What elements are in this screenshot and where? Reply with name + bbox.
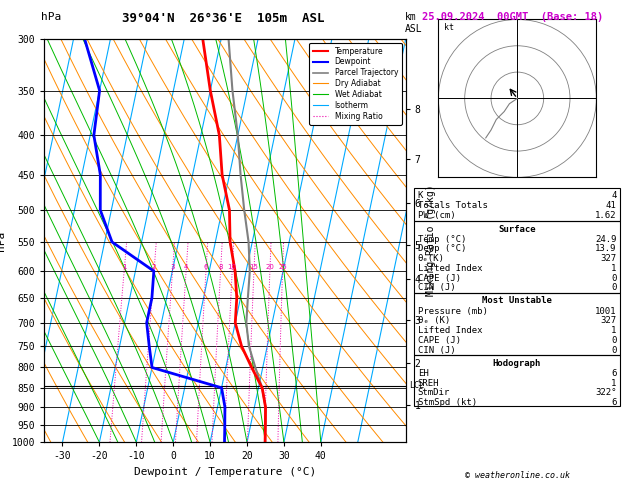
Text: 1: 1 bbox=[122, 264, 126, 270]
Text: Temp (°C): Temp (°C) bbox=[418, 235, 466, 244]
Text: 1: 1 bbox=[611, 379, 616, 388]
Text: 0: 0 bbox=[611, 283, 616, 293]
Legend: Temperature, Dewpoint, Parcel Trajectory, Dry Adiabat, Wet Adiabat, Isotherm, Mi: Temperature, Dewpoint, Parcel Trajectory… bbox=[309, 43, 402, 125]
Text: EH: EH bbox=[418, 369, 428, 378]
Text: 15: 15 bbox=[250, 264, 259, 270]
Text: 3: 3 bbox=[170, 264, 175, 270]
Text: SREH: SREH bbox=[418, 379, 439, 388]
Text: Hodograph: Hodograph bbox=[493, 359, 541, 368]
Text: 20: 20 bbox=[265, 264, 274, 270]
Text: StmSpd (kt): StmSpd (kt) bbox=[418, 398, 477, 407]
Text: 39°04'N  26°36'E  105m  ASL: 39°04'N 26°36'E 105m ASL bbox=[122, 12, 325, 25]
Text: Surface: Surface bbox=[498, 225, 536, 234]
Text: θₑ(K): θₑ(K) bbox=[418, 254, 445, 263]
Text: 8: 8 bbox=[218, 264, 223, 270]
Y-axis label: hPa: hPa bbox=[0, 230, 6, 251]
Text: © weatheronline.co.uk: © weatheronline.co.uk bbox=[465, 471, 569, 480]
Text: CAPE (J): CAPE (J) bbox=[418, 274, 460, 283]
Text: 4: 4 bbox=[184, 264, 188, 270]
Text: 2: 2 bbox=[152, 264, 156, 270]
Text: StmDir: StmDir bbox=[418, 388, 450, 398]
Text: 41: 41 bbox=[606, 201, 616, 210]
Text: Totals Totals: Totals Totals bbox=[418, 201, 487, 210]
Text: 13.9: 13.9 bbox=[595, 244, 616, 254]
Text: 0: 0 bbox=[611, 346, 616, 355]
Text: 327: 327 bbox=[600, 316, 616, 326]
Y-axis label: Mixing Ratio (g/kg): Mixing Ratio (g/kg) bbox=[426, 185, 436, 296]
Text: 10: 10 bbox=[228, 264, 237, 270]
Text: θₑ (K): θₑ (K) bbox=[418, 316, 450, 326]
Text: Dewp (°C): Dewp (°C) bbox=[418, 244, 466, 254]
Text: K: K bbox=[418, 191, 423, 201]
Text: Lifted Index: Lifted Index bbox=[418, 264, 482, 273]
Text: km
ASL: km ASL bbox=[404, 12, 422, 34]
Text: 0: 0 bbox=[611, 336, 616, 345]
Text: 0: 0 bbox=[611, 274, 616, 283]
Text: 322°: 322° bbox=[595, 388, 616, 398]
Text: CIN (J): CIN (J) bbox=[418, 283, 455, 293]
Text: 327: 327 bbox=[600, 254, 616, 263]
Text: LCL: LCL bbox=[409, 382, 425, 390]
Text: Pressure (mb): Pressure (mb) bbox=[418, 307, 487, 316]
Text: 1001: 1001 bbox=[595, 307, 616, 316]
Text: CAPE (J): CAPE (J) bbox=[418, 336, 460, 345]
Text: 4: 4 bbox=[611, 191, 616, 201]
Text: Most Unstable: Most Unstable bbox=[482, 296, 552, 306]
Text: 1: 1 bbox=[611, 326, 616, 335]
Text: 25.09.2024  00GMT  (Base: 18): 25.09.2024 00GMT (Base: 18) bbox=[422, 12, 603, 22]
Text: Lifted Index: Lifted Index bbox=[418, 326, 482, 335]
Text: kt: kt bbox=[443, 23, 454, 32]
Text: 6: 6 bbox=[204, 264, 208, 270]
Text: 1: 1 bbox=[611, 264, 616, 273]
Text: hPa: hPa bbox=[41, 12, 61, 22]
Text: 1.62: 1.62 bbox=[595, 211, 616, 220]
Text: 24.9: 24.9 bbox=[595, 235, 616, 244]
X-axis label: Dewpoint / Temperature (°C): Dewpoint / Temperature (°C) bbox=[134, 467, 316, 477]
Text: PW (cm): PW (cm) bbox=[418, 211, 455, 220]
Text: CIN (J): CIN (J) bbox=[418, 346, 455, 355]
Text: 6: 6 bbox=[611, 398, 616, 407]
Text: 6: 6 bbox=[611, 369, 616, 378]
Text: 25: 25 bbox=[278, 264, 287, 270]
